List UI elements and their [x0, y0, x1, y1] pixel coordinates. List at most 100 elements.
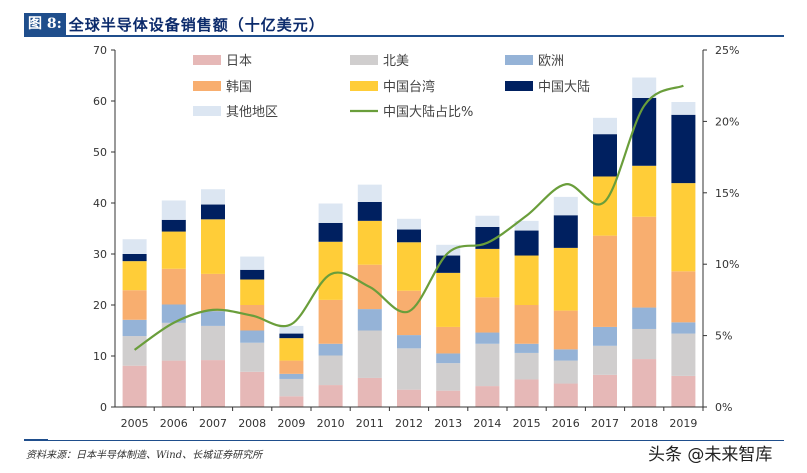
bar-segment-2012-3: [397, 290, 421, 336]
bar-segment-2012-6: [397, 218, 421, 230]
bar-segment-2005-0: [122, 365, 147, 407]
figure-label: 图 8:: [24, 13, 66, 35]
bar-segment-2017-5: [593, 134, 617, 177]
bar-segment-2016-3: [553, 310, 578, 350]
legend-swatch: [505, 55, 533, 65]
bar-segment-2006-3: [161, 268, 186, 305]
bar-segment-2007-6: [201, 189, 225, 205]
bar-segment-2005-1: [122, 336, 147, 366]
bar-segment-2007-2: [201, 311, 225, 326]
bar-segment-2005-2: [122, 319, 147, 337]
bar-segment-2012-2: [397, 335, 421, 349]
chart-title: 全球半导体设备销售额（十亿美元）: [68, 15, 325, 34]
x-tick-label: 2006: [160, 417, 188, 430]
bar-segment-2014-2: [475, 332, 500, 344]
bar-segment-2013-3: [436, 326, 461, 354]
bar-segment-2011-4: [357, 220, 382, 265]
bar-segment-2006-4: [161, 231, 186, 269]
bar-segment-2008-4: [240, 279, 265, 305]
y2-tick-label: 5%: [715, 330, 732, 343]
y-tick-label: 60: [93, 95, 107, 108]
bar-segment-2015-5: [514, 230, 539, 256]
y-tick-label: 0: [100, 401, 107, 414]
bar-segment-2008-5: [240, 269, 265, 280]
bar-segment-2006-2: [161, 304, 186, 323]
line-china-share: [133, 84, 684, 351]
bar-segment-2018-6: [632, 77, 657, 98]
bar-segment-2011-6: [357, 184, 382, 202]
x-tick-label: 2019: [669, 417, 697, 430]
bar-segment-2016-1: [553, 360, 578, 384]
y-tick-label: 20: [93, 299, 107, 312]
bar-segment-2016-0: [553, 383, 578, 407]
bar-segment-2011-1: [357, 330, 382, 378]
x-tick-label: 2010: [317, 417, 345, 430]
bar-segment-2014-6: [475, 215, 500, 227]
bar-segment-2009-0: [279, 396, 304, 407]
bar-segment-2017-3: [593, 235, 617, 327]
bar-segment-2017-1: [593, 345, 617, 375]
legend-label: 欧洲: [538, 54, 564, 69]
y2-tick-label: 15%: [715, 187, 739, 200]
legend-swatch: [193, 55, 221, 65]
bar-segment-2010-6: [318, 203, 343, 223]
x-tick-label: 2014: [473, 417, 501, 430]
bar-segment-2016-2: [553, 349, 578, 361]
bar-segment-2015-6: [514, 220, 539, 231]
bar-segment-2013-6: [436, 244, 461, 256]
bar-segment-2010-2: [318, 343, 343, 356]
x-tick-label: 2013: [434, 417, 462, 430]
bar-segment-2006-0: [161, 360, 186, 407]
bar-segment-2007-3: [201, 273, 225, 312]
x-tick-label: 2005: [121, 417, 149, 430]
watermark: 头条 @未来智库: [648, 445, 773, 465]
bar-segment-2017-6: [593, 117, 617, 135]
y-tick-label: 30: [93, 248, 107, 261]
bar-segment-2008-1: [240, 342, 265, 372]
x-tick-label: 2016: [552, 417, 580, 430]
y-tick-label: 10: [93, 350, 107, 363]
x-tick-label: 2018: [630, 417, 658, 430]
bar-segment-2009-4: [279, 338, 304, 361]
bar-segment-2013-4: [436, 272, 461, 327]
legend-label: 日本: [226, 54, 252, 69]
y2-tick-label: 20%: [715, 115, 739, 128]
x-tick-label: 2012: [395, 417, 423, 430]
bar-segment-2013-1: [436, 363, 461, 391]
bar-segment-2014-0: [475, 386, 500, 407]
legend-swatch: [350, 55, 378, 65]
bar-segment-2010-0: [318, 385, 343, 407]
bar-segment-2010-4: [318, 241, 343, 300]
bar-segment-2015-2: [514, 343, 539, 353]
footer-divider: [24, 440, 784, 441]
bar-segment-2015-0: [514, 379, 539, 407]
bar-segment-2016-5: [553, 215, 578, 248]
bar-segment-2013-2: [436, 353, 461, 364]
bar-segment-2017-0: [593, 374, 617, 407]
y-tick-label: 40: [93, 197, 107, 210]
bar-segment-2009-3: [279, 360, 304, 374]
bar-segment-2019-6: [671, 102, 696, 115]
bar-segment-2019-2: [671, 322, 696, 334]
bar-segment-2018-1: [632, 328, 657, 360]
y2-tick-label: 0%: [715, 401, 732, 414]
legend-label: 北美: [383, 54, 409, 69]
bar-segment-2019-0: [671, 375, 696, 407]
bar-segment-2018-4: [632, 165, 657, 217]
bar-segment-2011-0: [357, 377, 382, 407]
bar-segment-2018-2: [632, 307, 657, 329]
bar-segment-2005-5: [122, 254, 147, 262]
bar-segment-2009-2: [279, 373, 304, 379]
legend-label: 中国大陆: [538, 79, 590, 95]
bar-segment-2014-1: [475, 343, 500, 387]
y2-tick-label: 25%: [715, 44, 739, 57]
legend-swatch: [350, 81, 378, 91]
title-divider: [24, 35, 784, 37]
bar-segment-2019-5: [671, 114, 696, 184]
bar-segment-2017-2: [593, 326, 617, 346]
bar-segment-2008-0: [240, 371, 265, 407]
y-tick-label: 70: [93, 44, 107, 57]
bar-segment-2019-3: [671, 271, 696, 323]
bar-segment-2011-2: [357, 309, 382, 331]
bar-segment-2014-4: [475, 248, 500, 298]
